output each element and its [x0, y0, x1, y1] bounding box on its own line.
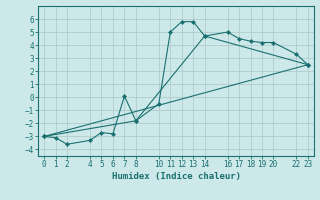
X-axis label: Humidex (Indice chaleur): Humidex (Indice chaleur)	[111, 172, 241, 181]
